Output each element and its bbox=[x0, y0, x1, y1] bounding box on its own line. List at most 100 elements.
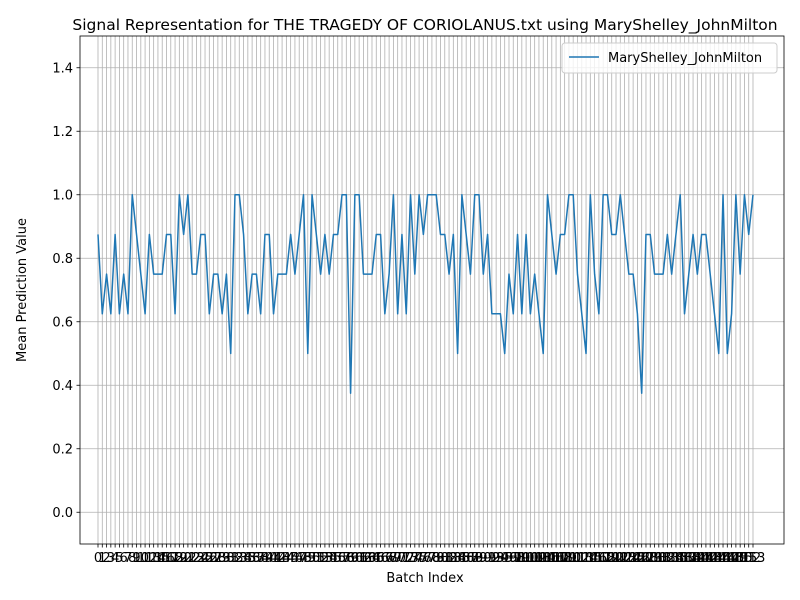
x-tick-label: 4 bbox=[111, 551, 119, 566]
x-tick-label: 117 bbox=[586, 551, 611, 566]
y-tick-label: 0.8 bbox=[52, 252, 73, 267]
x-tick-label: 134 bbox=[659, 551, 684, 566]
x-tick-label: 8 bbox=[128, 551, 136, 566]
x-tick-label: 114 bbox=[574, 551, 599, 566]
x-tick-label: 62 bbox=[355, 551, 372, 566]
x-tick-label: 111 bbox=[561, 551, 586, 566]
x-tick-label: 91 bbox=[479, 551, 496, 566]
y-axis-ticks: 0.0 0.2 0.4 0.6 0.8 1.0 1.2 1.4 bbox=[52, 61, 80, 521]
x-tick-label: 77 bbox=[419, 551, 436, 566]
x-tick-label: 119 bbox=[595, 551, 620, 566]
x-tick-label: 85 bbox=[454, 551, 471, 566]
x-tick-label: 133 bbox=[655, 551, 680, 566]
x-tick-label: 98 bbox=[509, 551, 526, 566]
x-tick-label: 130 bbox=[642, 551, 667, 566]
y-tick-label: 0.6 bbox=[52, 315, 73, 330]
x-tick-label: 2 bbox=[102, 551, 110, 566]
x-tick-label: 52 bbox=[312, 551, 329, 566]
x-tick-label: 153 bbox=[741, 551, 766, 566]
y-tick-label: 1.0 bbox=[52, 188, 73, 203]
y-axis-label: Mean Prediction Value bbox=[15, 218, 30, 362]
legend-label: MaryShelley_JohnMilton bbox=[608, 51, 762, 66]
x-tick-label: 23 bbox=[188, 551, 205, 566]
x-tick-label: 37 bbox=[248, 551, 265, 566]
x-tick-label: 99 bbox=[514, 551, 531, 566]
x-tick-label: 30 bbox=[218, 551, 235, 566]
x-tick-label: 71 bbox=[394, 551, 411, 566]
x-tick-label: 136 bbox=[668, 551, 693, 566]
x-tick-label: 89 bbox=[471, 551, 488, 566]
x-tick-label: 80 bbox=[432, 551, 449, 566]
x-tick-label: 70 bbox=[389, 551, 406, 566]
x-tick-label: 125 bbox=[621, 551, 646, 566]
x-tick-label: 112 bbox=[565, 551, 590, 566]
x-tick-label: 46 bbox=[287, 551, 304, 566]
x-tick-label: 129 bbox=[638, 551, 663, 566]
x-tick-label: 12 bbox=[141, 551, 158, 566]
y-tick-label: 0.4 bbox=[52, 379, 73, 394]
x-tick-label: 90 bbox=[475, 551, 492, 566]
y-tick-label: 1.2 bbox=[52, 125, 73, 140]
x-tick-label: 84 bbox=[449, 551, 466, 566]
x-tick-label: 14 bbox=[150, 551, 167, 566]
x-tick-label: 32 bbox=[227, 551, 244, 566]
x-tick-label: 28 bbox=[210, 551, 227, 566]
x-tick-label: 31 bbox=[222, 551, 239, 566]
x-tick-label: 35 bbox=[240, 551, 257, 566]
series-line-maryshelley-johnmilton bbox=[97, 194, 754, 394]
x-tick-label: 118 bbox=[591, 551, 616, 566]
x-tick-label: 47 bbox=[291, 551, 308, 566]
x-tick-label: 40 bbox=[261, 551, 278, 566]
x-tick-label: 152 bbox=[736, 551, 761, 566]
chart-title: Signal Representation for THE TRAGEDY OF… bbox=[72, 16, 777, 35]
x-tick-label: 26 bbox=[201, 551, 218, 566]
x-tick-label: 0 bbox=[94, 551, 102, 566]
x-tick-label: 68 bbox=[381, 551, 398, 566]
x-tick-label: 22 bbox=[184, 551, 201, 566]
vertical-gridlines bbox=[97, 36, 754, 544]
x-tick-label: 24 bbox=[192, 551, 209, 566]
x-tick-label: 151 bbox=[732, 551, 757, 566]
x-tick-label: 43 bbox=[274, 551, 291, 566]
x-tick-label: 146 bbox=[711, 551, 736, 566]
x-tick-label: 121 bbox=[604, 551, 629, 566]
x-tick-label: 128 bbox=[634, 551, 659, 566]
x-tick-label: 150 bbox=[728, 551, 753, 566]
x-tick-label: 15 bbox=[154, 551, 171, 566]
x-tick-label: 124 bbox=[616, 551, 641, 566]
x-tick-label: 73 bbox=[402, 551, 419, 566]
x-tick-label: 78 bbox=[424, 551, 441, 566]
x-tick-label: 86 bbox=[458, 551, 475, 566]
x-axis-ticks: 0123456789101112131415161718192021222324… bbox=[94, 544, 766, 566]
x-tick-label: 137 bbox=[672, 551, 697, 566]
x-tick-label: 120 bbox=[599, 551, 624, 566]
x-tick-label: 141 bbox=[689, 551, 714, 566]
x-tick-label: 63 bbox=[359, 551, 376, 566]
x-tick-label: 82 bbox=[441, 551, 458, 566]
x-tick-label: 103 bbox=[527, 551, 552, 566]
x-tick-label: 75 bbox=[411, 551, 428, 566]
x-tick-label: 55 bbox=[325, 551, 342, 566]
x-tick-label: 132 bbox=[651, 551, 676, 566]
x-tick-label: 94 bbox=[492, 551, 509, 566]
x-tick-label: 7 bbox=[124, 551, 132, 566]
x-tick-label: 36 bbox=[244, 551, 261, 566]
x-tick-label: 13 bbox=[145, 551, 162, 566]
x-tick-label: 107 bbox=[544, 551, 569, 566]
x-tick-label: 42 bbox=[270, 551, 287, 566]
x-tick-label: 33 bbox=[231, 551, 248, 566]
x-tick-label: 95 bbox=[496, 551, 513, 566]
x-tick-label: 60 bbox=[347, 551, 364, 566]
x-tick-label: 27 bbox=[205, 551, 222, 566]
x-tick-label: 44 bbox=[278, 551, 295, 566]
x-tick-label: 102 bbox=[522, 551, 547, 566]
x-tick-label: 67 bbox=[377, 551, 394, 566]
x-tick-label: 87 bbox=[462, 551, 479, 566]
x-tick-label: 108 bbox=[548, 551, 573, 566]
x-tick-label: 83 bbox=[445, 551, 462, 566]
x-tick-label: 79 bbox=[428, 551, 445, 566]
x-tick-label: 51 bbox=[308, 551, 325, 566]
x-tick-label: 64 bbox=[364, 551, 381, 566]
x-tick-label: 74 bbox=[407, 551, 424, 566]
